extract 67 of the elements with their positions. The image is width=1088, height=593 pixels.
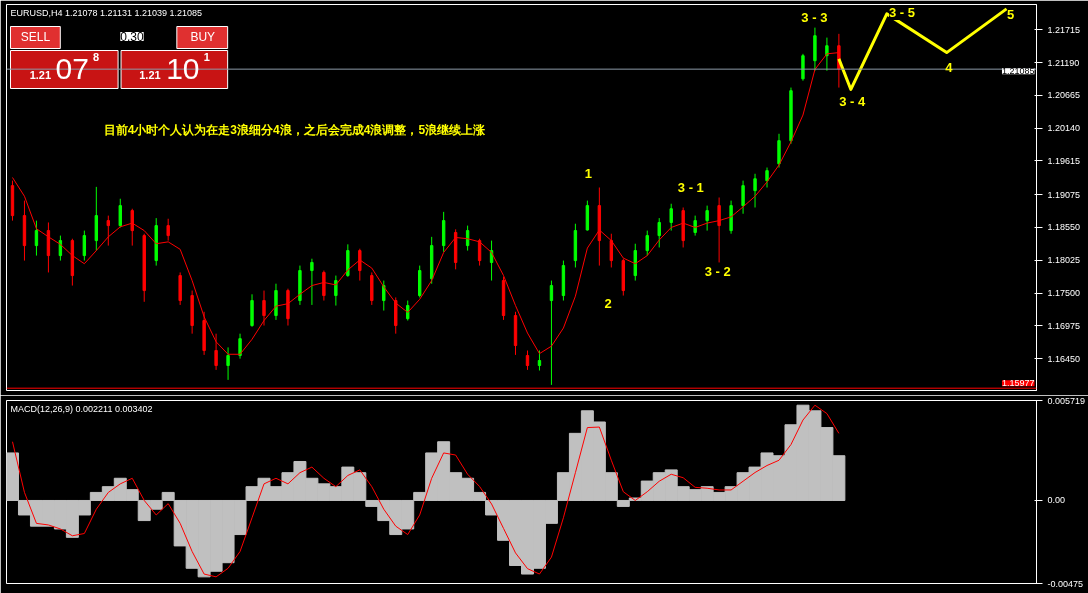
candlestick — [166, 218, 170, 242]
ref-line-label: 1.21085 — [1001, 66, 1035, 77]
candlestick — [130, 208, 134, 247]
annotation: 2 — [604, 296, 612, 311]
y-tick-label: 1.21190 — [1047, 57, 1080, 68]
y-tick-label: 1.16975 — [1047, 320, 1081, 331]
y-tick-label: 0.00 — [1047, 495, 1066, 506]
candlestick — [537, 350, 542, 372]
candlestick — [358, 248, 362, 282]
annotation: 3 - 2 — [704, 264, 731, 279]
y-tick-label: 1.18025 — [1047, 255, 1081, 266]
candlestick — [262, 290, 266, 327]
y-tick-label: 1.20665 — [1047, 90, 1081, 101]
candlestick — [106, 215, 110, 247]
y-tick-label: 1.19075 — [1047, 189, 1081, 200]
y-tick-label: 1.20140 — [1047, 123, 1081, 134]
candlestick — [118, 198, 122, 228]
annotation: 4 — [945, 60, 954, 75]
chart-title: MACD(12,26,9) 0.002211 0.003402 — [10, 403, 153, 414]
candlestick — [669, 203, 673, 232]
annotation: 3 - 1 — [677, 180, 704, 195]
candlestick — [382, 280, 386, 312]
annotation: BUY — [190, 29, 216, 44]
candlestick — [334, 275, 338, 307]
candlestick — [753, 173, 757, 208]
candlestick — [777, 133, 781, 169]
line-series — [11, 404, 840, 578]
y-tick-label: 1.21715 — [1047, 24, 1081, 35]
candlestick — [82, 230, 87, 262]
annotation: 3 - 4 — [839, 94, 866, 109]
candlestick — [238, 333, 242, 360]
y-tick-label: -0.00475 — [1047, 578, 1084, 589]
annotation: 07 — [55, 51, 89, 85]
annotation: 3 - 3 — [801, 10, 828, 25]
candlestick — [322, 270, 326, 302]
chart-title: EURUSD,H4 1.21078 1.21131 1.21039 1.21085 — [10, 7, 202, 18]
annotation: 10 — [166, 51, 200, 85]
y-tick-label: 1.17500 — [1047, 288, 1081, 299]
candlestick — [705, 205, 709, 232]
annotation: 1 — [203, 50, 210, 63]
annotation: 8 — [93, 50, 100, 63]
annotation: 5 — [1006, 7, 1015, 22]
ref-line-label: 1.15977 — [1001, 378, 1035, 389]
annotation: 目前4小时个人认为在走3浪细分4浪，之后会完成4浪调整，5浪继续上涨 — [103, 122, 487, 137]
candlestick — [657, 217, 661, 248]
annotation: 3 - 5 — [889, 5, 916, 20]
candlestick — [226, 346, 230, 381]
candlestick — [34, 220, 39, 257]
candlestick — [609, 233, 614, 268]
candlestick — [801, 53, 805, 82]
candlestick — [741, 180, 745, 215]
annotation: SELL — [20, 29, 51, 44]
candlestick — [825, 37, 829, 72]
candlestick — [717, 197, 721, 263]
y-tick-label: 1.19615 — [1047, 155, 1081, 166]
y-tick-label: 0.005719 — [1047, 395, 1086, 406]
y-tick-label: 1.16450 — [1047, 353, 1081, 364]
candlestick — [525, 350, 530, 371]
annotation: 0.30 — [120, 30, 145, 44]
y-tick-label: 1.18550 — [1047, 222, 1081, 233]
candlestick — [765, 167, 769, 189]
candlestick — [310, 258, 314, 306]
candlestick — [549, 280, 554, 386]
annotation: 1.21 — [139, 68, 161, 81]
annotation: 1 — [584, 166, 592, 181]
candlestick — [645, 230, 649, 257]
annotation: 1.21 — [29, 68, 52, 81]
